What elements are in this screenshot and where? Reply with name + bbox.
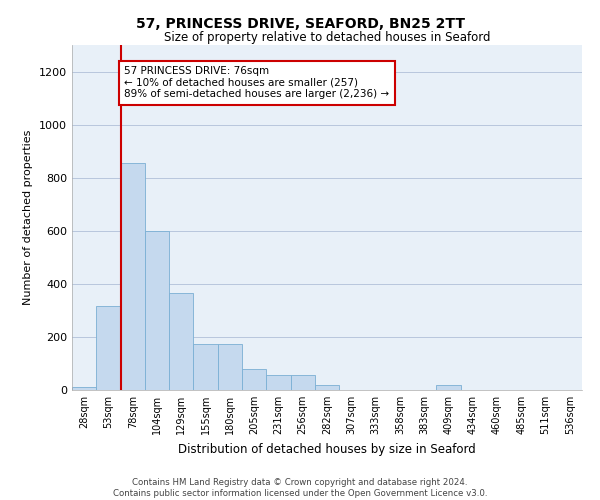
Bar	[96, 306, 121, 390]
X-axis label: Distribution of detached houses by size in Seaford: Distribution of detached houses by size …	[178, 442, 476, 456]
Bar	[72, 388, 96, 390]
Bar	[145, 231, 169, 390]
Bar	[193, 344, 218, 390]
Bar	[242, 369, 266, 390]
Y-axis label: Number of detached properties: Number of detached properties	[23, 130, 34, 305]
Bar	[169, 293, 193, 390]
Title: Size of property relative to detached houses in Seaford: Size of property relative to detached ho…	[164, 31, 490, 44]
Text: 57, PRINCESS DRIVE, SEAFORD, BN25 2TT: 57, PRINCESS DRIVE, SEAFORD, BN25 2TT	[136, 18, 464, 32]
Bar	[121, 163, 145, 390]
Bar	[436, 384, 461, 390]
Text: Contains HM Land Registry data © Crown copyright and database right 2024.
Contai: Contains HM Land Registry data © Crown c…	[113, 478, 487, 498]
Bar	[266, 376, 290, 390]
Bar	[218, 344, 242, 390]
Text: 57 PRINCESS DRIVE: 76sqm
← 10% of detached houses are smaller (257)
89% of semi-: 57 PRINCESS DRIVE: 76sqm ← 10% of detach…	[124, 66, 389, 100]
Bar	[315, 384, 339, 390]
Bar	[290, 376, 315, 390]
